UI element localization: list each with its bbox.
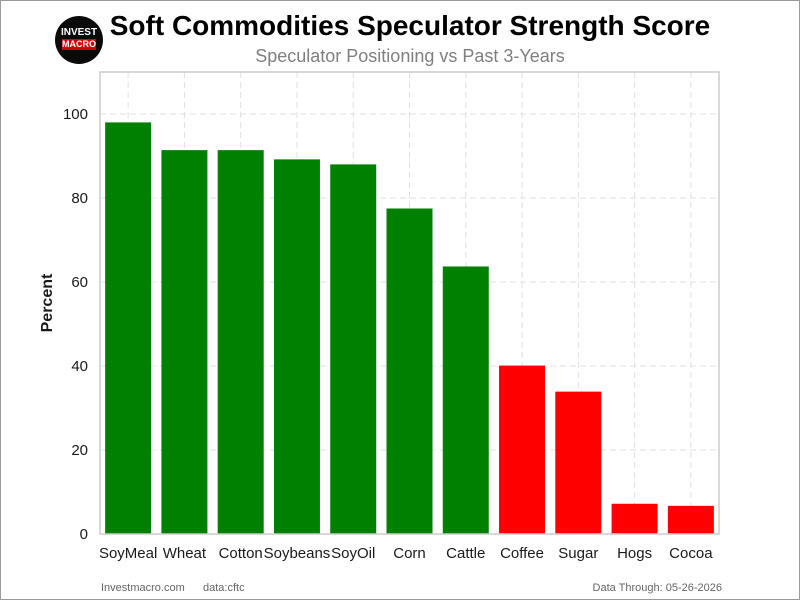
x-tick-label: Sugar [558, 545, 598, 562]
chart-subtitle: Speculator Positioning vs Past 3-Years [255, 46, 565, 66]
y-tick-label: 60 [71, 274, 88, 291]
logo-text-bottom: MACRO [62, 39, 96, 50]
footer-data-through: Data Through: 05-26-2026 [592, 582, 722, 594]
bar-hogs [611, 503, 658, 534]
x-tick-label: Cattle [446, 545, 485, 562]
y-tick-label: 100 [63, 106, 88, 123]
investmacro-logo: INVEST MACRO [55, 16, 103, 64]
x-tick-label: Corn [393, 545, 426, 562]
bar-cocoa [667, 505, 714, 534]
x-tick-label: Cotton [219, 545, 263, 562]
footer-source: data:cftc [203, 582, 245, 594]
y-tick-label: 20 [71, 442, 88, 459]
bar-wheat [161, 150, 208, 534]
y-tick-label: 40 [71, 358, 88, 375]
y-tick-label: 0 [80, 526, 88, 543]
y-axis-label: Percent [39, 273, 56, 332]
x-tick-label: Coffee [500, 545, 544, 562]
bar-sugar [555, 391, 602, 534]
plot-area-border [99, 71, 720, 535]
bar-soymeal [105, 122, 152, 535]
x-tick-label: Cocoa [669, 545, 713, 562]
bar-soybeans [273, 159, 320, 535]
x-tick-label: SoyOil [331, 545, 375, 562]
bar-cotton [217, 150, 264, 534]
x-tick-label: Wheat [163, 545, 207, 562]
logo-text-top: INVEST [60, 27, 98, 38]
x-tick-label: SoyMeal [99, 545, 157, 562]
footer-site: Investmacro.com [101, 582, 185, 594]
x-tick-label: Soybeans [264, 545, 331, 562]
bar-coffee [499, 365, 546, 534]
bar-corn [386, 208, 433, 534]
bar-soyoil [330, 164, 377, 534]
chart-title: Soft Commodities Speculator Strength Sco… [109, 10, 711, 41]
y-tick-label: 80 [71, 190, 88, 207]
bar-cattle [442, 266, 489, 534]
x-tick-label: Hogs [617, 545, 652, 562]
